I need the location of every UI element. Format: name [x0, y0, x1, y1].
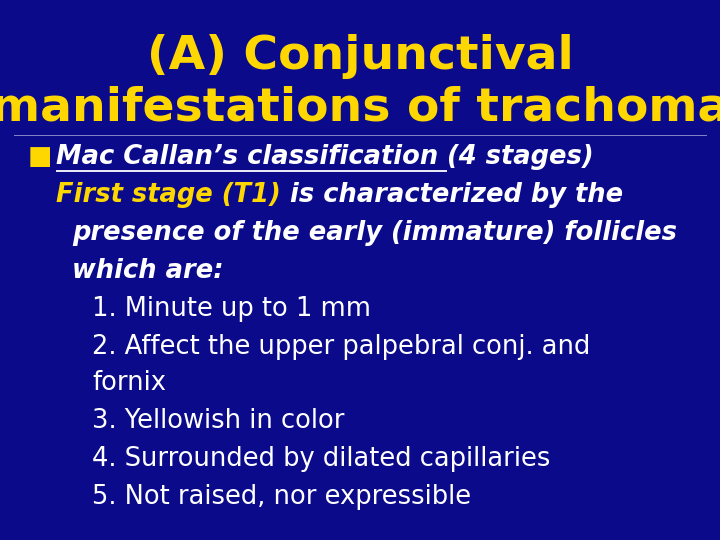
Text: First stage (T1): First stage (T1): [56, 183, 281, 208]
Text: (A) Conjunctival: (A) Conjunctival: [147, 34, 573, 79]
Text: 4. Surrounded by dilated capillaries: 4. Surrounded by dilated capillaries: [92, 446, 551, 472]
Text: fornix: fornix: [92, 370, 166, 396]
Text: Mac Callan’s classification: Mac Callan’s classification: [56, 144, 447, 170]
Text: is characterized by the: is characterized by the: [281, 183, 623, 208]
Text: 3. Yellowish in color: 3. Yellowish in color: [92, 408, 345, 434]
Text: (4 stages): (4 stages): [447, 144, 594, 170]
Text: 2. Affect the upper palpebral conj. and: 2. Affect the upper palpebral conj. and: [92, 334, 590, 360]
Text: 5. Not raised, nor expressible: 5. Not raised, nor expressible: [92, 484, 472, 510]
Text: 1. Minute up to 1 mm: 1. Minute up to 1 mm: [92, 296, 372, 322]
Text: manifestations of trachoma: manifestations of trachoma: [0, 85, 720, 131]
Text: presence of the early (immature) follicles: presence of the early (immature) follicl…: [72, 220, 677, 246]
Text: which are:: which are:: [72, 258, 223, 284]
Text: ■: ■: [27, 144, 52, 170]
